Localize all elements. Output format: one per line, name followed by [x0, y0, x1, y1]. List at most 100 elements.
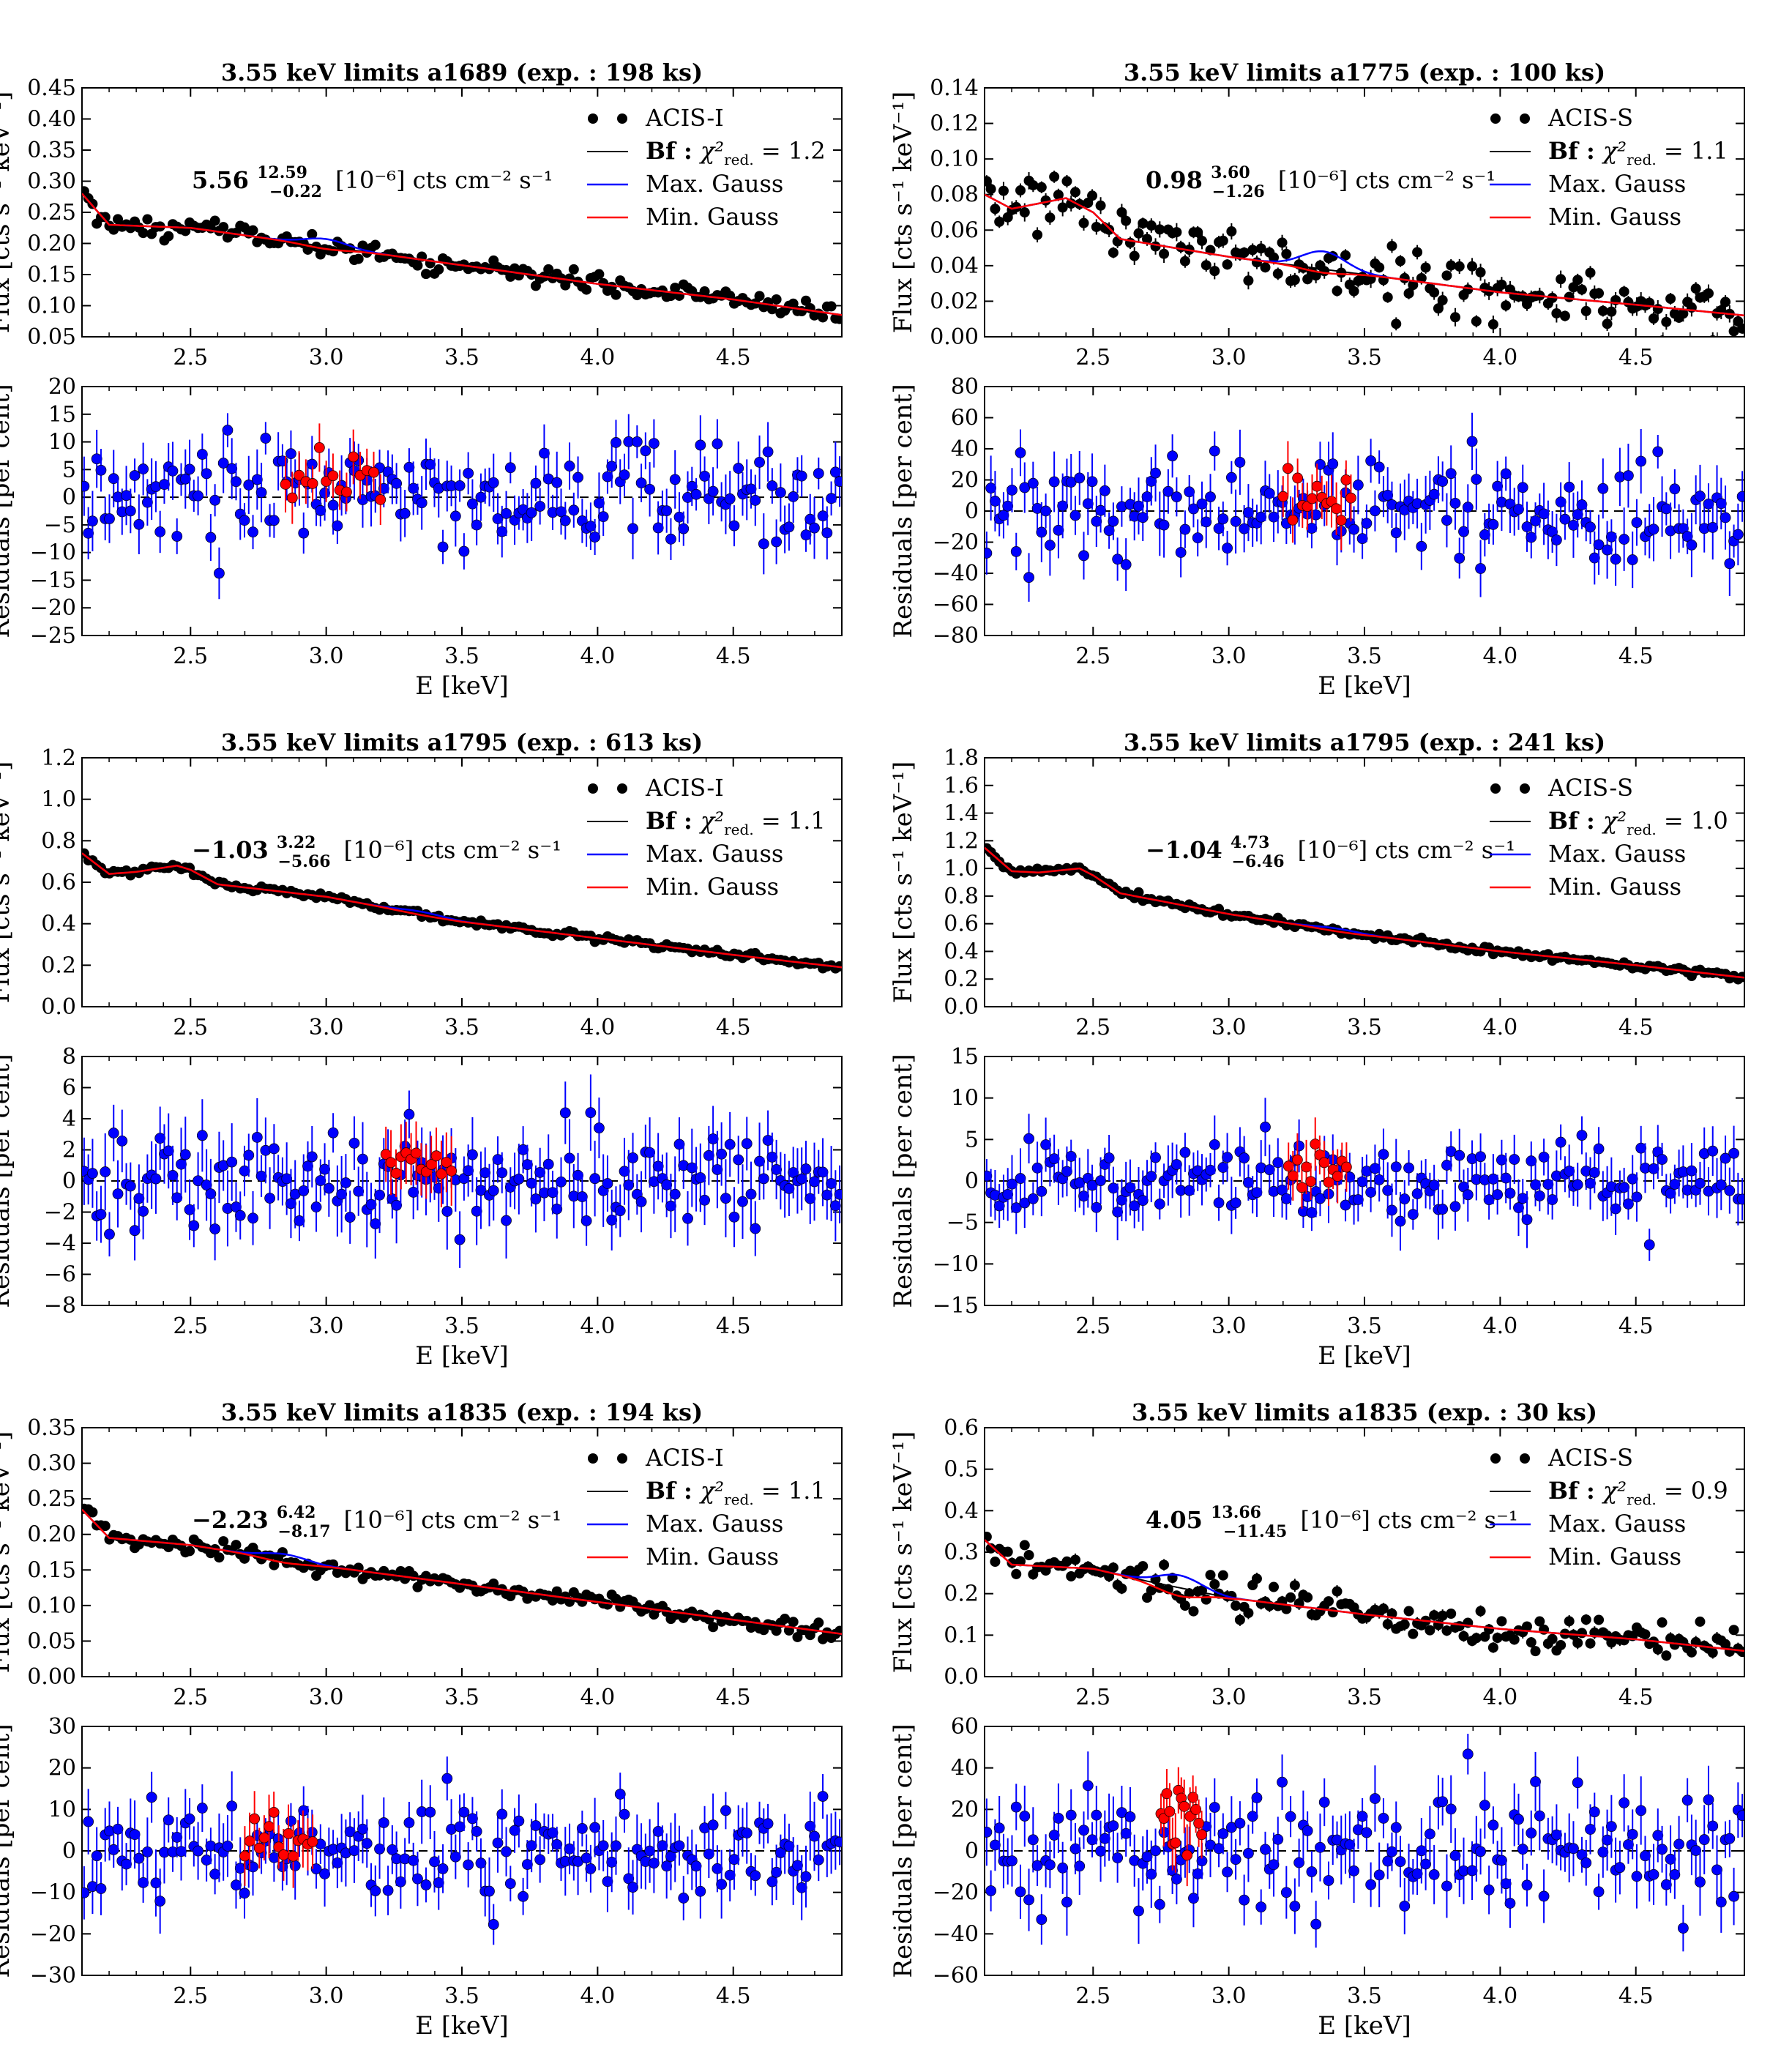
residual-point: [1681, 531, 1693, 543]
residual-point: [657, 1840, 668, 1852]
residual-point-min: [288, 1850, 299, 1862]
residual-point: [707, 485, 719, 497]
residuals-ylabel: Residuals [per cent]: [0, 1723, 15, 1978]
residual-point: [1394, 1215, 1406, 1227]
residual-point: [1521, 521, 1533, 532]
flux-data-point: [1437, 295, 1448, 306]
residual-point: [724, 493, 736, 504]
residual-point-min: [1296, 1182, 1307, 1193]
flux-data-point: [108, 224, 119, 235]
residual-point: [234, 1210, 246, 1221]
flux-limit-annotation: −2.23 6.42 −8.17 [10⁻⁶] cts cm⁻² s⁻¹: [192, 1503, 561, 1541]
residual-point-min: [1340, 474, 1352, 485]
residual-point: [551, 1203, 563, 1215]
flux-data-point: [1658, 335, 1666, 337]
residual-point: [559, 515, 571, 526]
flux-data-point: [1336, 267, 1347, 278]
residual-point: [1555, 496, 1567, 508]
flux-data-point: [1222, 259, 1233, 270]
residual-point: [214, 567, 225, 579]
residual-point-min: [313, 442, 325, 453]
flux-data-point: [1133, 887, 1144, 898]
residual-point: [370, 1885, 381, 1897]
flux-data-point: [184, 1546, 195, 1557]
residual-point: [463, 468, 474, 479]
residual-point: [1103, 525, 1115, 537]
residual-point: [1108, 515, 1119, 527]
residual-point: [1588, 552, 1600, 564]
residual-point: [766, 1151, 778, 1163]
residual-point: [1724, 1185, 1736, 1196]
residual-point: [602, 1876, 613, 1887]
residual-point: [1686, 539, 1698, 551]
residual-point: [728, 1211, 740, 1223]
residual-point: [121, 1858, 132, 1870]
flux-data-point: [353, 253, 364, 264]
flux-xtick-label: 4.0: [580, 345, 615, 370]
flux-data-point: [1467, 261, 1478, 272]
residual-point: [179, 473, 191, 485]
residual-point: [196, 1803, 208, 1814]
flux-limit-lower: −1.26: [1212, 182, 1265, 201]
residual-point: [1243, 507, 1254, 518]
flux-data-point: [1179, 256, 1190, 267]
residual-point: [1437, 476, 1449, 487]
residuals-ytick-label: 10: [48, 1797, 76, 1822]
residual-point: [129, 1829, 141, 1841]
residual-point: [1340, 1199, 1351, 1211]
legend-label-max: Max. Gauss: [646, 840, 783, 868]
residuals-ytick-label: −30: [30, 1963, 76, 1989]
residuals-xlabel: E [keV]: [1318, 671, 1411, 701]
residual-point: [1044, 540, 1056, 551]
flux-data-point: [1501, 300, 1512, 311]
residual-point-min: [375, 494, 387, 505]
flux-data-point: [218, 222, 229, 233]
residual-point: [576, 1823, 588, 1834]
panel-title: 3.55 keV limits a1795 (exp. : 613 ks): [221, 728, 703, 756]
residual-point-min: [1345, 492, 1356, 504]
residual-point: [1597, 482, 1609, 494]
residual-point: [247, 1212, 258, 1224]
residual-point: [403, 1108, 415, 1120]
flux-data-point: [1395, 256, 1406, 267]
flux-data-point: [1690, 283, 1701, 294]
flux-data-point: [985, 1531, 992, 1542]
flux-xtick-label: 4.0: [1482, 345, 1517, 370]
residuals-xtick-label: 4.5: [716, 1313, 751, 1339]
flux-data-point: [1496, 279, 1507, 290]
residual-point: [209, 494, 221, 506]
flux-data-point: [1277, 237, 1288, 248]
flux-plot-area: [985, 1531, 1744, 1661]
residual-point: [1660, 503, 1672, 515]
residual-point: [471, 1205, 482, 1217]
flux-data-point: [985, 176, 992, 187]
residual-point: [146, 1792, 157, 1803]
residual-point: [800, 529, 812, 541]
residual-point: [724, 1869, 736, 1881]
flux-ytick-label: 0.05: [27, 1628, 76, 1654]
flux-data-point: [1133, 228, 1144, 239]
flux-data-point: [412, 260, 423, 271]
residual-point: [695, 1172, 706, 1183]
flux-data-point: [771, 294, 782, 305]
residual-point: [501, 1846, 512, 1857]
residual-point: [1027, 1193, 1039, 1204]
residual-point: [1479, 529, 1490, 540]
residual-point-min: [1318, 1157, 1330, 1169]
legend-marker-data: [617, 783, 627, 794]
flux-xtick-label: 4.0: [1482, 1685, 1517, 1710]
flux-ytick-label: 0.30: [27, 1451, 76, 1477]
legend-marker-data: [617, 1453, 627, 1464]
residual-point: [441, 1206, 453, 1217]
residual-point: [585, 521, 597, 532]
residual-point: [163, 1814, 174, 1826]
residuals-xtick-label: 4.0: [580, 644, 615, 669]
flux-data-point: [1192, 227, 1203, 238]
residuals-ytick-label: −15: [30, 567, 76, 593]
residual-point: [1623, 1199, 1634, 1210]
residual-point: [124, 1180, 136, 1192]
flux-ytick-label: 0.4: [41, 912, 76, 937]
legend-marker-data: [588, 113, 598, 124]
residual-point: [1399, 1193, 1411, 1204]
flux-data-point: [1150, 241, 1161, 252]
